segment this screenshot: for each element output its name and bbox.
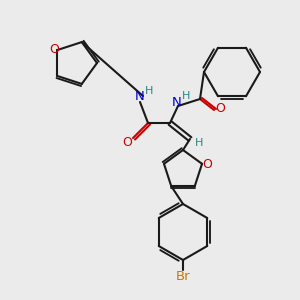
Text: O: O xyxy=(202,158,212,171)
Text: H: H xyxy=(145,86,153,96)
Text: Br: Br xyxy=(176,271,190,284)
Text: H: H xyxy=(182,91,190,101)
Text: N: N xyxy=(135,91,145,103)
Text: H: H xyxy=(195,138,203,148)
Text: O: O xyxy=(49,43,59,56)
Text: O: O xyxy=(122,136,132,149)
Text: O: O xyxy=(215,101,225,115)
Text: N: N xyxy=(172,95,182,109)
